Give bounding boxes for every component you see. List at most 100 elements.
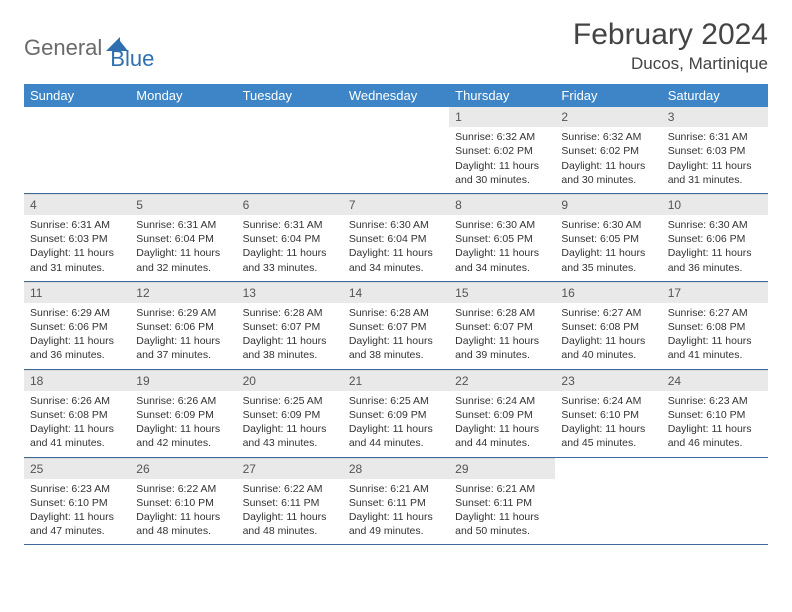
day-number: 11 [24, 282, 130, 303]
day-number: 16 [555, 282, 661, 303]
daylight-line: Daylight: 11 hours and 38 minutes. [349, 334, 443, 362]
day-number [555, 458, 661, 478]
day-body: Sunrise: 6:25 AMSunset: 6:09 PMDaylight:… [343, 391, 449, 457]
daylight-line: Daylight: 11 hours and 35 minutes. [561, 246, 655, 274]
sunrise-line: Sunrise: 6:23 AM [668, 394, 762, 408]
sunset-line: Sunset: 6:07 PM [455, 320, 549, 334]
sunset-line: Sunset: 6:11 PM [349, 496, 443, 510]
daylight-line: Daylight: 11 hours and 32 minutes. [136, 246, 230, 274]
day-number: 18 [24, 370, 130, 391]
day-body: Sunrise: 6:23 AMSunset: 6:10 PMDaylight:… [24, 479, 130, 545]
sunrise-line: Sunrise: 6:30 AM [561, 218, 655, 232]
day-number: 9 [555, 194, 661, 215]
sunrise-line: Sunrise: 6:29 AM [30, 306, 124, 320]
day-number: 15 [449, 282, 555, 303]
day-body: Sunrise: 6:27 AMSunset: 6:08 PMDaylight:… [662, 303, 768, 369]
sunrise-line: Sunrise: 6:28 AM [455, 306, 549, 320]
sunset-line: Sunset: 6:06 PM [668, 232, 762, 246]
day-number: 14 [343, 282, 449, 303]
day-number: 25 [24, 458, 130, 479]
day-number: 24 [662, 370, 768, 391]
sunrise-line: Sunrise: 6:31 AM [243, 218, 337, 232]
day-cell: 20Sunrise: 6:25 AMSunset: 6:09 PMDayligh… [237, 370, 343, 457]
day-cell: 3Sunrise: 6:31 AMSunset: 6:03 PMDaylight… [662, 107, 768, 193]
week-row: 11Sunrise: 6:29 AMSunset: 6:06 PMDayligh… [24, 282, 768, 370]
sunset-line: Sunset: 6:08 PM [30, 408, 124, 422]
day-body: Sunrise: 6:29 AMSunset: 6:06 PMDaylight:… [24, 303, 130, 369]
day-number [130, 107, 236, 127]
day-body: Sunrise: 6:31 AMSunset: 6:03 PMDaylight:… [24, 215, 130, 281]
month-title: February 2024 [573, 18, 768, 52]
day-cell: 15Sunrise: 6:28 AMSunset: 6:07 PMDayligh… [449, 282, 555, 369]
daylight-line: Daylight: 11 hours and 38 minutes. [243, 334, 337, 362]
sunrise-line: Sunrise: 6:24 AM [455, 394, 549, 408]
sunrise-line: Sunrise: 6:24 AM [561, 394, 655, 408]
day-body: Sunrise: 6:21 AMSunset: 6:11 PMDaylight:… [449, 479, 555, 545]
day-cell-empty [24, 107, 130, 193]
sunset-line: Sunset: 6:06 PM [136, 320, 230, 334]
sunset-line: Sunset: 6:10 PM [30, 496, 124, 510]
day-body: Sunrise: 6:23 AMSunset: 6:10 PMDaylight:… [662, 391, 768, 457]
sunset-line: Sunset: 6:05 PM [561, 232, 655, 246]
sunset-line: Sunset: 6:05 PM [455, 232, 549, 246]
sunset-line: Sunset: 6:07 PM [243, 320, 337, 334]
daylight-line: Daylight: 11 hours and 43 minutes. [243, 422, 337, 450]
weekday-header: Thursday [449, 84, 555, 107]
header: General Blue February 2024 Ducos, Martin… [24, 18, 768, 74]
daylight-line: Daylight: 11 hours and 42 minutes. [136, 422, 230, 450]
sunrise-line: Sunrise: 6:21 AM [455, 482, 549, 496]
daylight-line: Daylight: 11 hours and 40 minutes. [561, 334, 655, 362]
day-body: Sunrise: 6:28 AMSunset: 6:07 PMDaylight:… [237, 303, 343, 369]
week-row: 25Sunrise: 6:23 AMSunset: 6:10 PMDayligh… [24, 458, 768, 546]
day-number: 3 [662, 107, 768, 127]
sunset-line: Sunset: 6:11 PM [243, 496, 337, 510]
sunset-line: Sunset: 6:09 PM [136, 408, 230, 422]
day-body: Sunrise: 6:22 AMSunset: 6:11 PMDaylight:… [237, 479, 343, 545]
sunset-line: Sunset: 6:03 PM [30, 232, 124, 246]
day-body: Sunrise: 6:30 AMSunset: 6:05 PMDaylight:… [449, 215, 555, 281]
sunset-line: Sunset: 6:08 PM [668, 320, 762, 334]
sunrise-line: Sunrise: 6:23 AM [30, 482, 124, 496]
daylight-line: Daylight: 11 hours and 50 minutes. [455, 510, 549, 538]
day-number: 28 [343, 458, 449, 479]
day-body: Sunrise: 6:22 AMSunset: 6:10 PMDaylight:… [130, 479, 236, 545]
sunset-line: Sunset: 6:10 PM [561, 408, 655, 422]
day-number: 7 [343, 194, 449, 215]
title-block: February 2024 Ducos, Martinique [573, 18, 768, 74]
weekday-header: Wednesday [343, 84, 449, 107]
day-number: 29 [449, 458, 555, 479]
daylight-line: Daylight: 11 hours and 41 minutes. [30, 422, 124, 450]
day-body: Sunrise: 6:29 AMSunset: 6:06 PMDaylight:… [130, 303, 236, 369]
sunrise-line: Sunrise: 6:27 AM [668, 306, 762, 320]
day-cell: 28Sunrise: 6:21 AMSunset: 6:11 PMDayligh… [343, 458, 449, 545]
daylight-line: Daylight: 11 hours and 31 minutes. [668, 159, 762, 187]
daylight-line: Daylight: 11 hours and 36 minutes. [668, 246, 762, 274]
day-cell-empty [130, 107, 236, 193]
daylight-line: Daylight: 11 hours and 48 minutes. [243, 510, 337, 538]
day-cell: 7Sunrise: 6:30 AMSunset: 6:04 PMDaylight… [343, 194, 449, 281]
day-cell: 9 Sunrise: 6:30 AMSunset: 6:05 PMDaylight… [555, 194, 661, 281]
weeks-container: 1Sunrise: 6:32 AMSunset: 6:02 PMDaylight… [24, 107, 768, 545]
day-number: 27 [237, 458, 343, 479]
day-body: Sunrise: 6:26 AMSunset: 6:08 PMDaylight:… [24, 391, 130, 457]
sunset-line: Sunset: 6:04 PM [136, 232, 230, 246]
day-cell-empty [662, 458, 768, 545]
day-body: Sunrise: 6:28 AMSunset: 6:07 PMDaylight:… [449, 303, 555, 369]
day-number: 12 [130, 282, 236, 303]
sunset-line: Sunset: 6:02 PM [561, 144, 655, 158]
day-body: Sunrise: 6:21 AMSunset: 6:11 PMDaylight:… [343, 479, 449, 545]
sunset-line: Sunset: 6:10 PM [136, 496, 230, 510]
sunrise-line: Sunrise: 6:25 AM [243, 394, 337, 408]
weekday-header-row: SundayMondayTuesdayWednesdayThursdayFrid… [24, 84, 768, 107]
sunrise-line: Sunrise: 6:32 AM [561, 130, 655, 144]
day-cell: 19Sunrise: 6:26 AMSunset: 6:09 PMDayligh… [130, 370, 236, 457]
day-cell: 29Sunrise: 6:21 AMSunset: 6:11 PMDayligh… [449, 458, 555, 545]
day-cell: 27Sunrise: 6:22 AMSunset: 6:11 PMDayligh… [237, 458, 343, 545]
daylight-line: Daylight: 11 hours and 30 minutes. [455, 159, 549, 187]
sunset-line: Sunset: 6:08 PM [561, 320, 655, 334]
sunrise-line: Sunrise: 6:28 AM [243, 306, 337, 320]
day-cell: 17Sunrise: 6:27 AMSunset: 6:08 PMDayligh… [662, 282, 768, 369]
sunrise-line: Sunrise: 6:26 AM [30, 394, 124, 408]
day-number: 10 [662, 194, 768, 215]
daylight-line: Daylight: 11 hours and 49 minutes. [349, 510, 443, 538]
